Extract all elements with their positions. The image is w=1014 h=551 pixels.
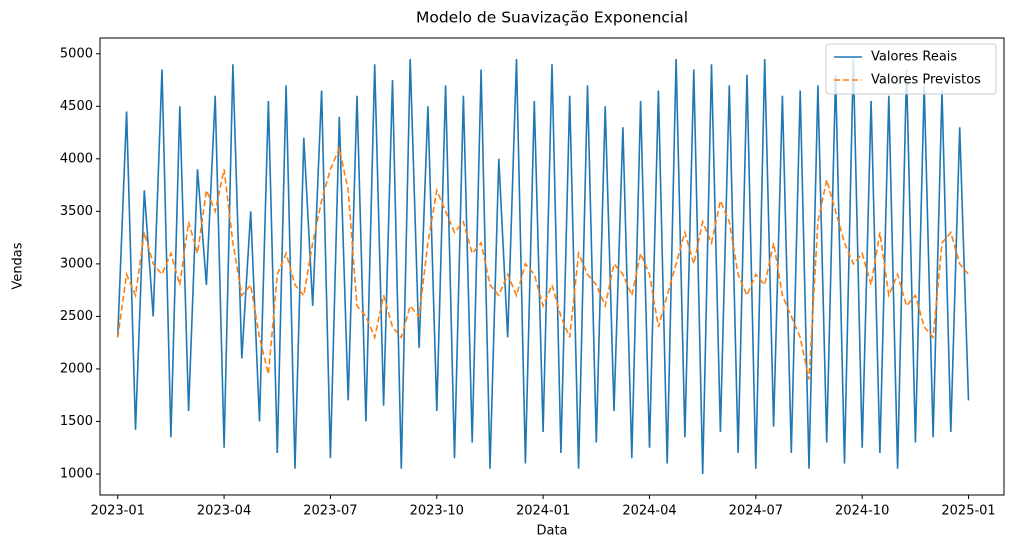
x-tick-label: 2023-01 xyxy=(91,504,145,519)
y-tick-label: 3500 xyxy=(60,204,93,219)
y-tick-label: 2000 xyxy=(60,361,93,376)
y-tick-label: 4000 xyxy=(60,151,93,166)
y-tick-label: 4500 xyxy=(60,99,93,114)
x-tick-label: 2025-01 xyxy=(941,504,995,519)
x-tick-label: 2024-01 xyxy=(516,504,570,519)
legend: Valores Reais Valores Previstos xyxy=(825,43,997,95)
legend-label: Valores Previstos xyxy=(871,73,981,88)
line-series xyxy=(116,145,970,380)
y-tick-label: 3000 xyxy=(60,256,93,271)
x-axis-label: Data xyxy=(536,524,567,539)
x-tick-label: 2024-07 xyxy=(729,504,783,519)
x-tick-label: 2023-10 xyxy=(410,504,464,519)
y-tick-label: 2500 xyxy=(60,309,93,324)
chart-title: Modelo de Suavização Exponencial xyxy=(416,9,688,27)
x-tick-label: 2023-07 xyxy=(303,504,357,519)
line-series xyxy=(116,58,970,475)
y-tick-label: 1000 xyxy=(60,466,93,481)
x-tick-label: 2024-04 xyxy=(622,504,676,519)
legend-label: Valores Reais xyxy=(871,50,957,65)
y-tick-label: 5000 xyxy=(60,46,93,61)
y-tick-label: 1500 xyxy=(60,414,93,429)
plot-frame xyxy=(99,37,1005,496)
y-axis-label: Vendas xyxy=(11,242,26,289)
x-tick-label: 2023-04 xyxy=(197,504,251,519)
x-tick-label: 2024-10 xyxy=(835,504,889,519)
legend-box xyxy=(825,43,997,95)
